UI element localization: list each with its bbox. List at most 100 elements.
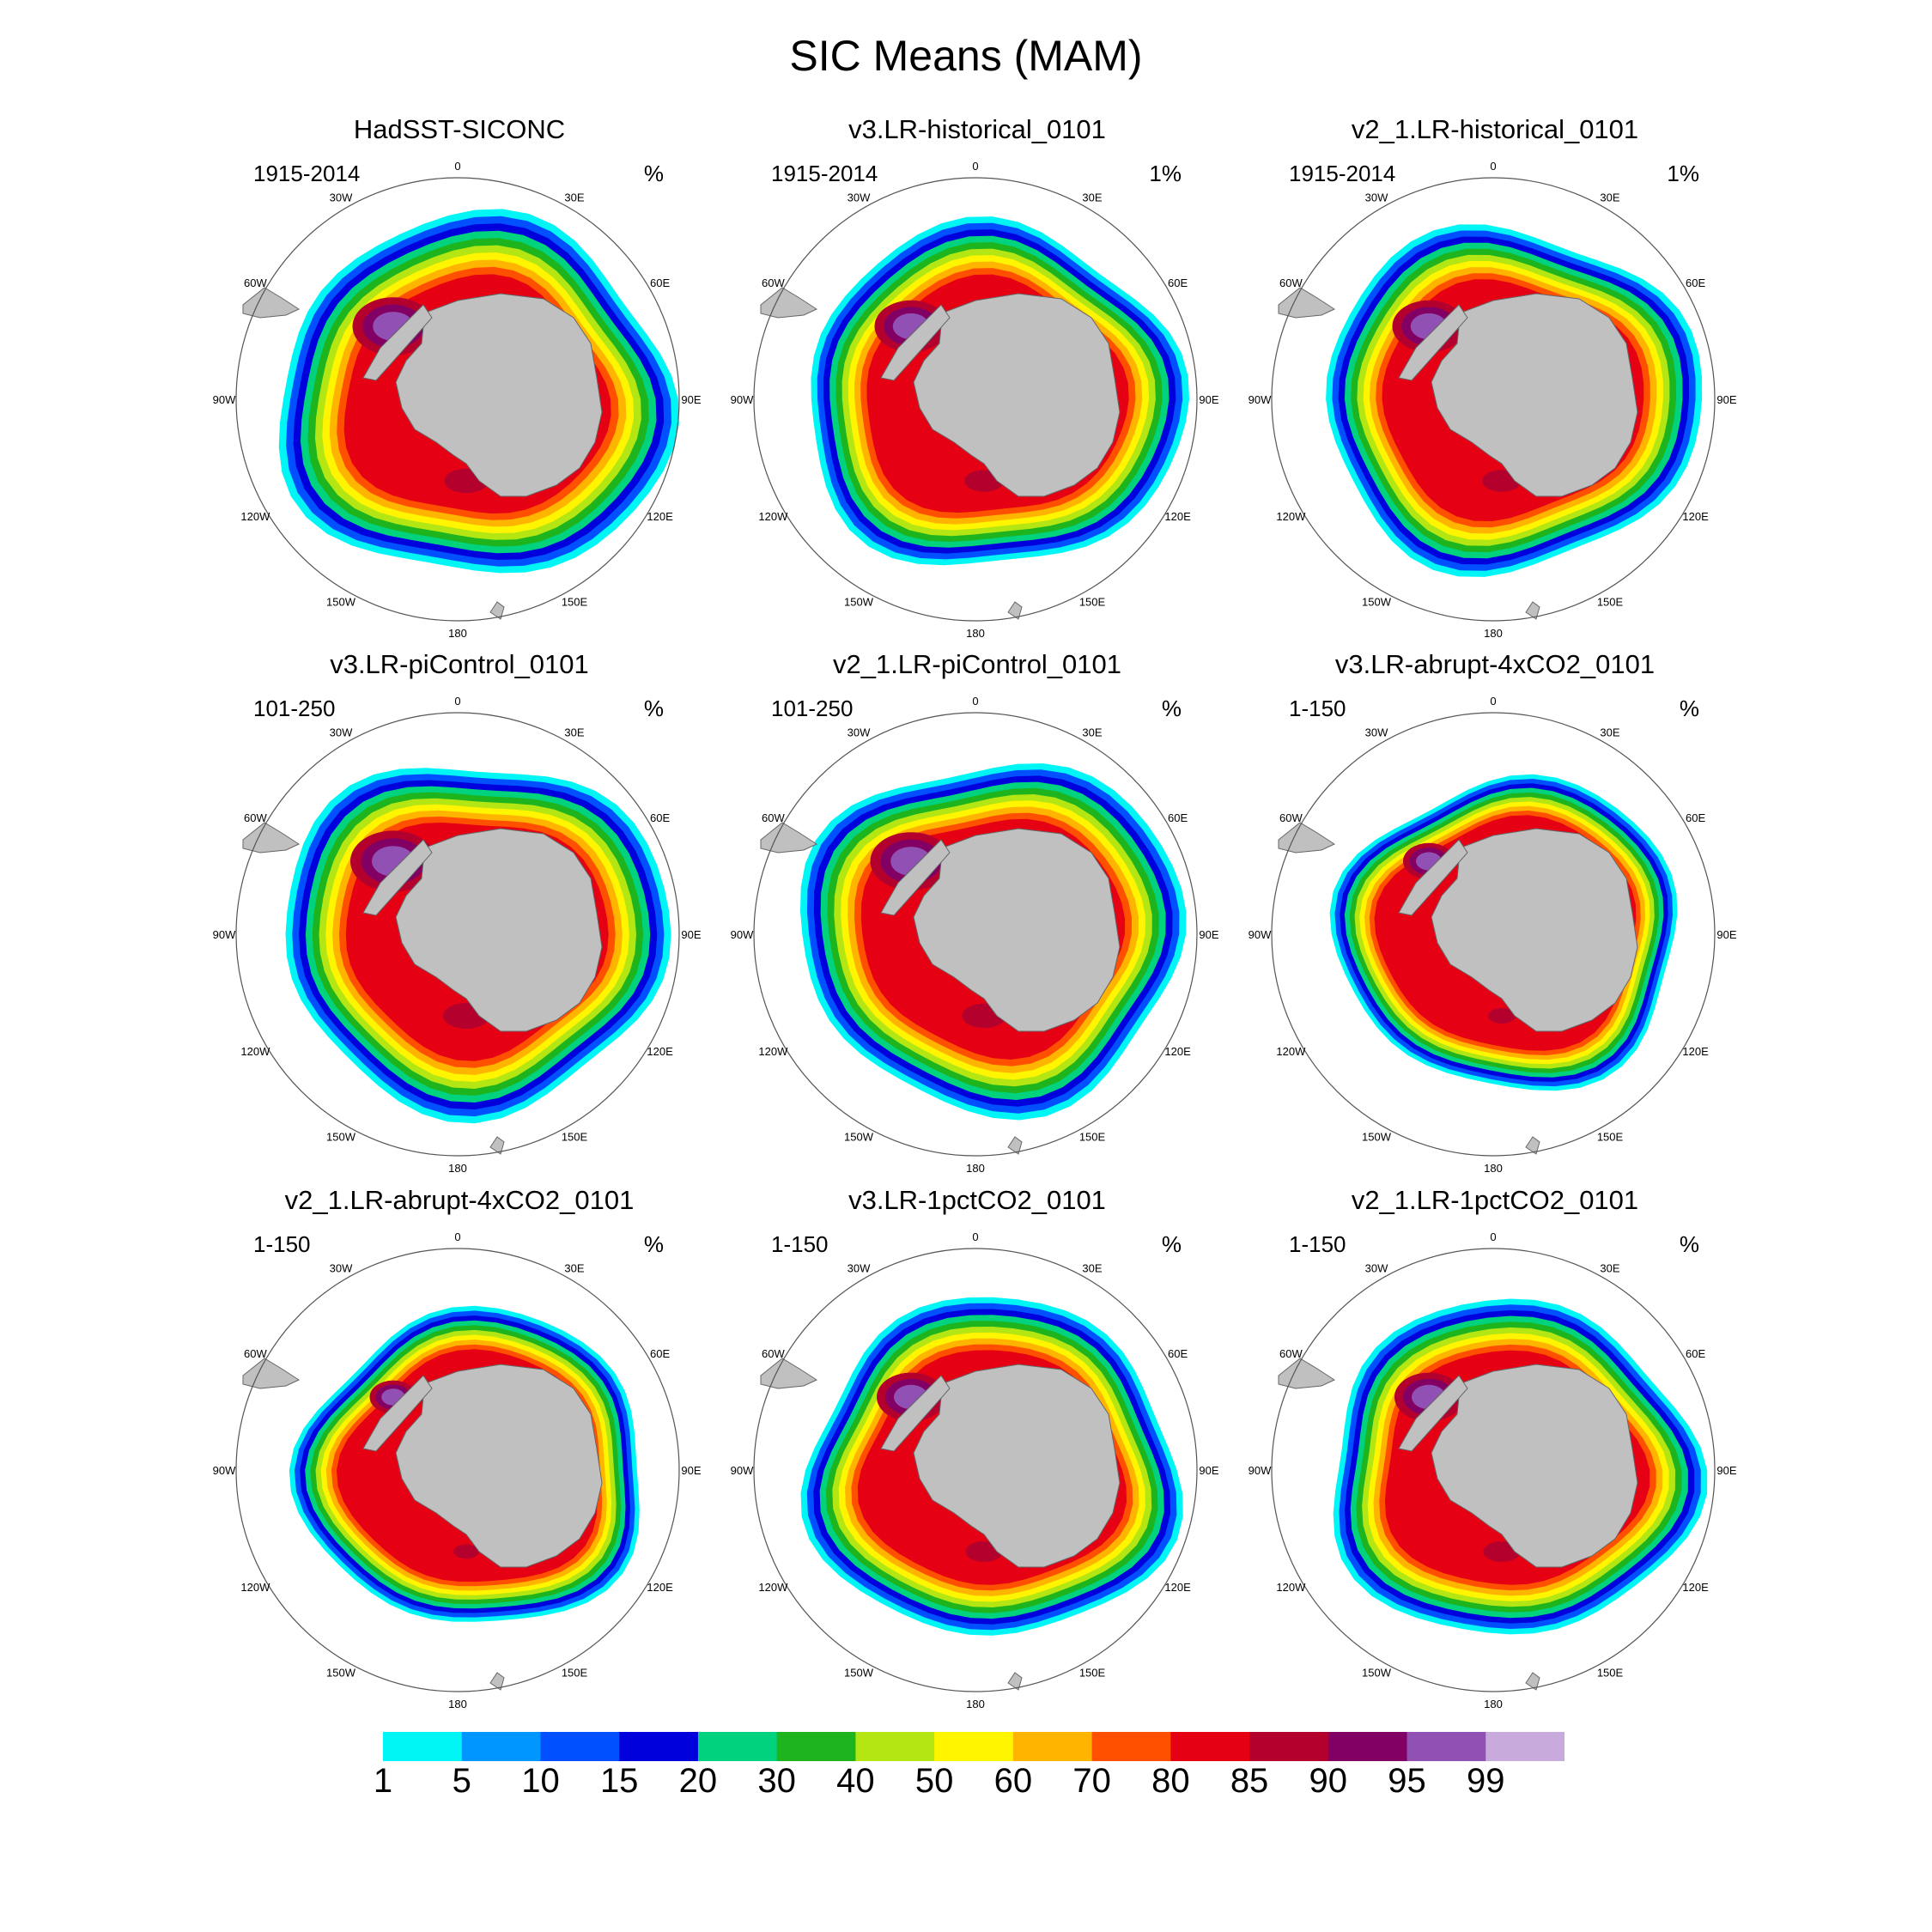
longitude-label: 60E <box>650 811 670 824</box>
polar-map: 0 30E 60E 90E 120E 150E 180 150W 120W 90W 60W 30W <box>213 695 702 1175</box>
longitude-label: 120W <box>758 1045 788 1058</box>
longitude-label: 30E <box>1600 1261 1619 1274</box>
longitude-label: 90E <box>681 393 701 406</box>
longitude-label: 150W <box>1362 1131 1392 1144</box>
panel-period: 1-150 <box>1289 1231 1346 1257</box>
panel-title: v2_1.LR-1pctCO2_0101 <box>1351 1185 1639 1215</box>
ross-ice <box>453 1544 479 1559</box>
figure-title: SIC Means (MAM) <box>789 32 1143 80</box>
colorbar-box <box>776 1732 856 1761</box>
map-panel: v3.LR-abrupt-4xCO2_0101 1-150% 0 30E 60E 90E 1… <box>1237 649 1753 1182</box>
longitude-label: 90W <box>1249 1464 1272 1477</box>
colorbar-tick-label: 70 <box>1072 1762 1111 1800</box>
longitude-label: 120E <box>647 1045 673 1058</box>
peninsula-land <box>362 839 433 916</box>
longitude-label: 120E <box>1164 1045 1191 1058</box>
longitude-label: 30W <box>330 726 353 738</box>
colorbar-tick-label: 5 <box>452 1762 471 1800</box>
antarctica-land <box>395 293 603 497</box>
longitude-label: 30W <box>330 191 353 204</box>
colorbar-box <box>1012 1732 1093 1761</box>
panel-period: 101-250 <box>771 696 854 721</box>
peninsula-land <box>880 839 951 916</box>
map-boundary <box>1271 1248 1716 1692</box>
polar-map: 0 30E 60E 90E 120E 150E 180 150W 120W 90W 60W 30W <box>731 695 1219 1175</box>
longitude-label: 90W <box>213 928 236 941</box>
peninsula-land <box>1398 1375 1468 1452</box>
colorbar-box <box>855 1732 935 1761</box>
antarctica-land <box>913 293 1121 497</box>
colorbar-tick-label: 15 <box>599 1762 639 1800</box>
longitude-label: 60W <box>762 276 785 289</box>
longitude-label: 30W <box>1365 1261 1388 1274</box>
antarctica-land <box>913 1364 1121 1568</box>
longitude-label: 90E <box>1199 928 1218 941</box>
longitude-label: 150E <box>1597 596 1624 609</box>
colorbar-tick-label: 60 <box>993 1762 1033 1800</box>
longitude-label: 150W <box>844 1131 874 1144</box>
colorbar-tick-label: 99 <box>1467 1762 1505 1800</box>
panel-title: HadSST-SICONC <box>353 114 566 144</box>
longitude-label: 180 <box>1484 1162 1503 1175</box>
longitude-label: 90E <box>681 1464 701 1477</box>
peninsula-land <box>1398 839 1468 916</box>
map-boundary <box>753 1248 1198 1692</box>
longitude-label: 60W <box>244 811 267 824</box>
longitude-label: 30E <box>564 726 584 738</box>
antarctica-land <box>395 828 603 1032</box>
longitude-label: 60W <box>1279 811 1303 824</box>
longitude-label: 150E <box>1079 596 1106 609</box>
colorbar-tick-label: 20 <box>678 1762 718 1800</box>
map-boundary <box>753 177 1198 622</box>
peninsula-land <box>1398 304 1468 381</box>
colorbar-box <box>619 1732 699 1761</box>
longitude-label: 90W <box>213 393 236 406</box>
south-america-land <box>242 287 301 319</box>
colorbar-box <box>1485 1732 1564 1761</box>
longitude-label: 150W <box>326 596 356 609</box>
longitude-label: 0 <box>1490 160 1496 173</box>
peninsula-land <box>880 304 951 381</box>
longitude-label: 0 <box>454 160 460 173</box>
longitude-label: 0 <box>972 695 978 708</box>
map-panel: v2_1.LR-piControl_0101 101-250% 0 30E 60E 90E… <box>720 649 1235 1182</box>
colorbar-tick-label: 1 <box>373 1762 393 1800</box>
longitude-label: 90E <box>1716 1464 1736 1477</box>
longitude-label: 0 <box>1490 695 1496 708</box>
panel-units: 1% <box>1667 161 1699 186</box>
antarctica-land <box>913 828 1121 1032</box>
longitude-label: 0 <box>1490 1230 1496 1243</box>
longitude-label: 120E <box>1164 1581 1191 1594</box>
longitude-label: 150W <box>844 1667 874 1680</box>
longitude-label: 60E <box>650 1347 670 1360</box>
longitude-label: 0 <box>972 1230 978 1243</box>
longitude-label: 180 <box>1484 1698 1503 1710</box>
map-panel: v3.LR-historical_0101 1915-2014 1% 0 30E 60E 9… <box>720 114 1235 647</box>
colorbar-tick-label: 80 <box>1151 1762 1190 1800</box>
longitude-label: 60W <box>762 1347 785 1360</box>
panel-period: 1-150 <box>253 1231 311 1257</box>
longitude-label: 30E <box>564 191 584 204</box>
longitude-label: 90W <box>1249 928 1272 941</box>
polar-map: 0 30E 60E 90E 120E 150E 180 150W 120W 90W 60W 30W <box>213 160 702 640</box>
panel-units: % <box>643 696 664 721</box>
colorbar-box <box>934 1732 1014 1761</box>
antarctica-land <box>1431 1364 1638 1568</box>
longitude-label: 60E <box>1168 811 1188 824</box>
map-panel: v2_1.LR-1pctCO2_0101 1-150% 0 30E 60E 90E 120E… <box>1237 1185 1753 1717</box>
longitude-label: 120E <box>647 1581 673 1594</box>
longitude-label: 150E <box>1597 1667 1624 1680</box>
map-panel: HadSST-SICONC 1915-2014% 0 30E 60E 90E 120E 150… <box>202 114 717 647</box>
colorbar-tick-label: 50 <box>914 1762 954 1800</box>
colorbar-tick-label: 10 <box>521 1762 560 1800</box>
map-boundary <box>753 712 1198 1157</box>
longitude-label: 150E <box>1597 1131 1624 1144</box>
panel-period: 1915-2014 <box>1289 161 1396 186</box>
longitude-label: 90W <box>213 1464 236 1477</box>
colorbar-box <box>1170 1732 1250 1761</box>
longitude-label: 120E <box>1682 1581 1709 1594</box>
colorbar-box <box>1327 1732 1408 1761</box>
longitude-label: 60W <box>244 276 267 289</box>
panel-title: v3.LR-1pctCO2_0101 <box>848 1185 1106 1215</box>
colorbar-box <box>1406 1732 1486 1761</box>
